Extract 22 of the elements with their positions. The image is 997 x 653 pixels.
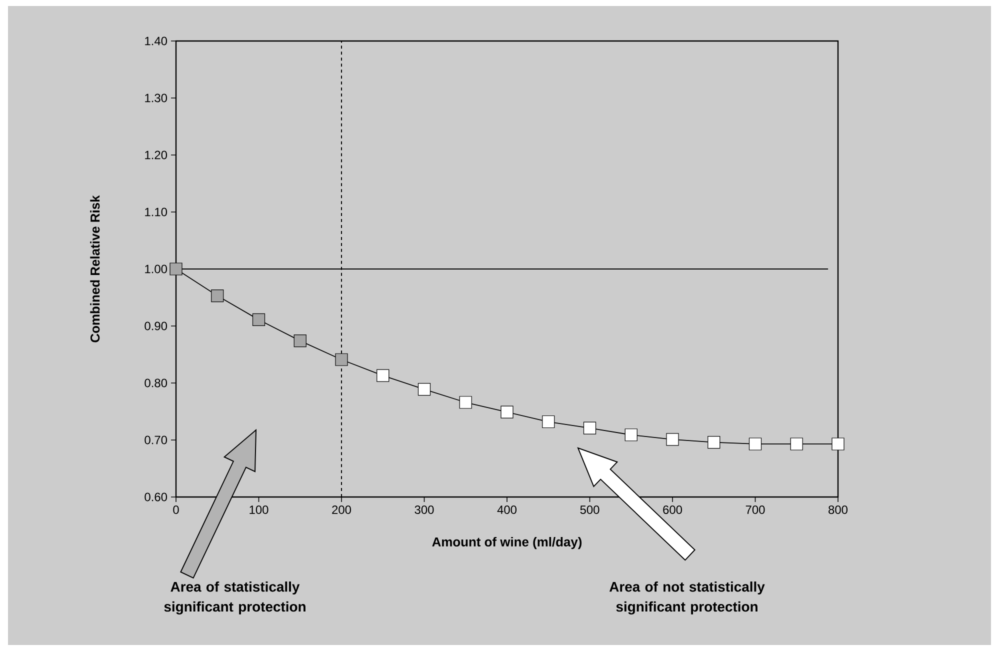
y-tick-label: 1.00: [145, 264, 168, 274]
x-tick-label: 600: [663, 506, 682, 514]
x-tick-label: 400: [497, 506, 517, 514]
y-axis-title: Combined Relative Risk: [90, 195, 100, 342]
x-tick-label: 700: [746, 506, 765, 514]
y-tick-label: 0.90: [144, 322, 168, 330]
y-tick-label: 1.30: [145, 94, 168, 102]
x-tick-label: 800: [828, 506, 848, 514]
x-axis-title: Amount of wine (ml/day): [432, 536, 582, 550]
y-tick-label: 0.70: [144, 436, 168, 444]
x-tick-label: 500: [580, 506, 600, 514]
text: Area of not statistically significant protection: [609, 582, 765, 614]
x-tick-label: 200: [332, 506, 352, 514]
y-tick-label: 0.60: [144, 492, 168, 502]
y-tick-label: 0.80: [144, 378, 168, 388]
y-tick-label: 1.10: [145, 208, 168, 216]
x-tick-label: 300: [414, 506, 434, 514]
y-tick-label: 1.40: [145, 36, 168, 46]
text: Area of statistically significant protection: [164, 582, 306, 614]
x-tick-label: 0: [173, 506, 179, 514]
x-tick-label: 100: [250, 506, 268, 514]
y-tick-label: 1.20: [145, 150, 168, 160]
